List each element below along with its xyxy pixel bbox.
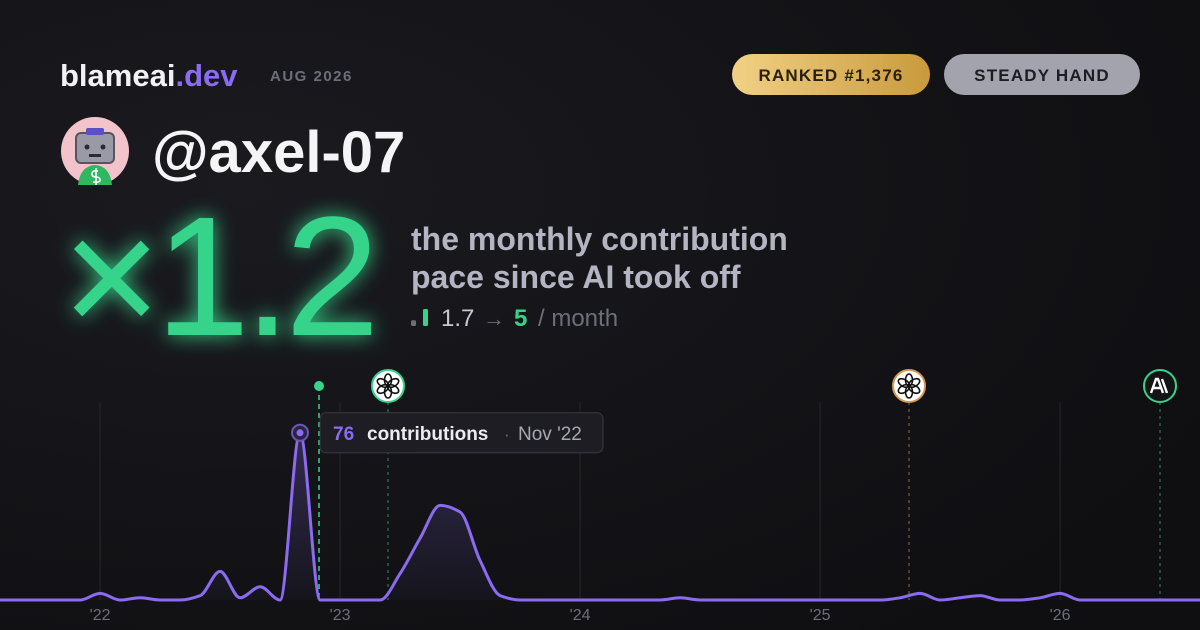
multiplier: ×1.2 (62, 182, 374, 372)
rank-badge (732, 54, 930, 95)
x-tick-label: '22 (90, 607, 111, 624)
handle: @axel-07 (152, 120, 405, 185)
tooltip-separator: · (504, 425, 510, 444)
tooltip-label: contributions (367, 424, 488, 445)
x-tick-label: '23 (330, 607, 351, 624)
event-icon (1143, 369, 1177, 403)
line (0, 431, 1200, 602)
stat-arrow: → (483, 306, 505, 331)
avatar (61, 117, 129, 185)
date: AUG 2026 (270, 68, 353, 85)
brand-name: blameai (60, 58, 175, 93)
stat-before: 1.7 (441, 305, 474, 332)
brand-suffix: .dev (175, 58, 238, 93)
stats: 1.7 → 5 / month (411, 305, 618, 332)
stat-unit: / month (538, 305, 618, 332)
stat-bar (423, 309, 428, 326)
event-dot (314, 381, 324, 391)
stat-bar (411, 320, 416, 326)
tooltip-date: Nov '22 (518, 424, 582, 445)
x-tick-label: '26 (1050, 607, 1071, 624)
x-tick-label: '25 (810, 607, 831, 624)
highlight-point (296, 429, 304, 437)
description-line: the monthly contribution (411, 221, 788, 257)
title-badge (944, 54, 1140, 95)
event-icon (892, 369, 926, 403)
rank-text: RANKED #1,376 (758, 66, 903, 85)
brand: blameai.dev (60, 58, 238, 93)
tooltip-value: 76 (333, 424, 354, 445)
area-fill (0, 432, 1200, 600)
x-tick-label: '24 (570, 607, 591, 624)
tooltip-box (319, 412, 604, 454)
chart: '22 '23 '24 '25 '26 76 contributions · Nov '22 (0, 369, 1200, 624)
event-icon (371, 369, 405, 403)
stat-after: 5 (514, 305, 527, 332)
title-text: STEADY HAND (974, 66, 1110, 85)
description-line: pace since AI took off (411, 259, 741, 295)
